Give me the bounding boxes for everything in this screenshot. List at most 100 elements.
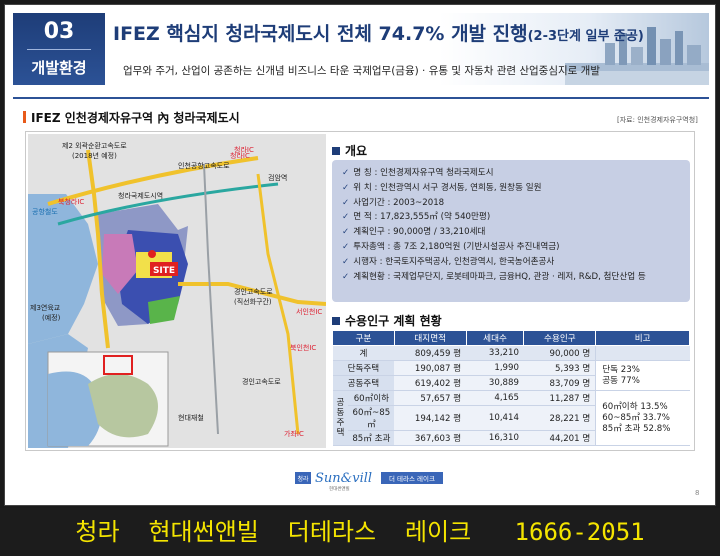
bottom-banner-text: 청라 현대썬앤빌 더테라스 레이크 1666-2051 (75, 518, 645, 546)
check-icon: ✓ (342, 168, 350, 178)
location-map: SITE 제2 외곽순환고속도로 (2018년 예정) 인천공항고속도로 청라I… (28, 134, 326, 448)
district-green (148, 296, 180, 324)
page-subtitle: 업무와 주거, 산업이 공존하는 신개념 비즈니스 타운 국제업무(금융) · … (123, 65, 600, 77)
plan-heading-marker (332, 317, 340, 325)
map-label-third-bridge: 제3연육교 (30, 304, 61, 312)
check-icon: ✓ (342, 256, 350, 267)
inset-map-water (48, 371, 102, 446)
remark-line: 단독 23% (602, 364, 640, 375)
inset-map-highlight (103, 355, 133, 375)
overview-item: ✓ 면 적 : 17,823,555㎡ (약 540만평) (342, 210, 680, 225)
header-divider (13, 97, 709, 99)
column-header: 구분 (332, 330, 395, 346)
table-row: 단독주택 190,087 평 1,990 5,393 명 단독 23% 공동 77… (332, 360, 690, 391)
remark-line: 60~85㎡ 33.7% (602, 412, 670, 423)
cell-remark-size: 60㎡이하 13.5% 60~85㎡ 33.7% 85㎡ 초과 52.8% (595, 390, 690, 446)
airport-railway (57, 182, 279, 226)
title-sub: (2-3단계 일부 준공) (527, 29, 644, 44)
column-header: 비고 (595, 330, 690, 346)
section-title-marker (23, 111, 26, 123)
remark-line: 85㎡ 초과 52.8% (602, 423, 671, 434)
local-road (203, 163, 219, 435)
map-label-geomam: 검암역 (268, 173, 287, 182)
map-label-third-bridge-plan: (예정) (42, 313, 61, 322)
overview-item-text: 위 치 : 인천광역시 서구 경서동, 연희동, 원창동 일원 (353, 182, 542, 193)
content-frame: SITE 제2 외곽순환고속도로 (2018년 예정) 인천공항고속도로 청라I… (25, 131, 695, 451)
logo-name-box (381, 472, 443, 484)
gyeongin-road (256, 173, 300, 435)
overview-item: ✓ 명 칭 : 인천경제자유구역 청라국제도시 (342, 166, 680, 181)
plan-heading-text: 수용인구 계획 현황 (345, 314, 442, 328)
map-label-hyundai-steel: 현대재철 (178, 413, 204, 422)
check-icon: ✓ (342, 212, 350, 223)
overview-item: ✓ 계획인구 : 90,000명 / 33,210세대 (342, 225, 680, 240)
cell-households: 10,414 (466, 405, 524, 431)
map-label-gyeongin-road: 경인고속도로 (242, 377, 281, 386)
overview-item: ✓ 시행자 : 한국토지주택공사, 인천광역시, 한국농어촌공사 (342, 255, 680, 270)
map-label-ring-road: 제2 외곽순환고속도로 (62, 141, 127, 150)
map-label-cheongna-ic-2: 청라IC (234, 145, 254, 154)
population-plan-table: 구분 대지면적 세대수 수용인구 비고 계 809,459 평 33,210 9… (332, 330, 690, 446)
section-badge-divider (27, 49, 91, 50)
cell-area: 367,603 평 (394, 430, 467, 446)
cell-households: 1,990 (466, 360, 524, 376)
map-label-gyeongin-exp-note: (직선화구간) (234, 297, 272, 306)
cell-population: 28,221 명 (523, 405, 596, 431)
inset-map-land (88, 374, 158, 438)
remark-line: 공동 77% (602, 375, 640, 386)
overview-item: ✓ 투자총액 : 총 7조 2,180억원 (기반시설공사 추진내역금) (342, 240, 680, 255)
overview-item-text: 계획현황 : 국제업무단지, 로봇테마파크, 금융HQ, 관광 · 레저, R&… (353, 271, 646, 282)
cell-households: 30,889 (466, 375, 524, 391)
column-header: 세대수 (465, 330, 525, 346)
check-icon: ✓ (342, 271, 350, 282)
bottom-banner-bg (0, 508, 720, 556)
section-title: IFEZ 인천경제자유구역 內 청라국제도시 (23, 109, 240, 126)
overview-item-text: 투자총액 : 총 7조 2,180억원 (기반시설공사 추진내역금) (353, 241, 560, 252)
overview-item-text: 사업기간 : 2003~2018 (353, 197, 445, 208)
logo-prefix: 청라 (297, 475, 309, 483)
cell-remark-type: 단독 23% 공동 77% (595, 360, 690, 391)
logo-brand-sub: 현대썬앤빌 (329, 485, 350, 492)
map-label-cheongna-ic: 청라IC (230, 151, 250, 160)
source-note: [자료: 인천경제자유구역청] (617, 116, 698, 124)
table-row: 85㎡ 초과 367,603 평 16,310 44,201 명 (333, 430, 690, 446)
table-row: 공동주택 619,402 평 30,889 83,709 명 (332, 375, 690, 391)
row-label: 60㎡~85㎡ (348, 405, 395, 431)
slide-header: 03 개발환경 IFEZ 핵심지 청라국제도시 전체 74.7% 개발 진행(2… (5, 5, 715, 93)
table-row: 60㎡~85㎡ 194,142 평 10,414 28,221 명 (333, 405, 690, 431)
overview-heading-text: 개요 (345, 144, 368, 158)
cell-population: 90,000 명 (523, 345, 596, 361)
map-label-gyeongin-exp: 경인고속도로 (234, 287, 273, 296)
section-badge: 03 개발환경 (13, 13, 105, 85)
cell-population: 11,287 명 (523, 390, 596, 406)
overview-heading-marker (332, 147, 340, 155)
section-number: 03 (43, 19, 75, 44)
column-header: 수용인구 (523, 330, 597, 346)
overview-heading: 개요 (332, 142, 367, 159)
overview-box: ✓ 명 칭 : 인천경제자유구역 청라국제도시 ✓ 위 치 : 인천광역시 서구 경… (332, 160, 690, 302)
site-label: SITE (153, 266, 175, 276)
airport-expressway (47, 156, 259, 206)
overview-item-text: 면 적 : 17,823,555㎡ (약 540만평) (353, 212, 491, 223)
site-marker (150, 262, 178, 276)
remark-line: 60㎡이하 13.5% (602, 401, 668, 412)
check-icon: ✓ (342, 227, 350, 238)
cell-area: 190,087 평 (394, 360, 467, 376)
slide: 03 개발환경 IFEZ 핵심지 청라국제도시 전체 74.7% 개발 진행(2… (4, 4, 716, 506)
logo-brand: Sun&vill (315, 471, 372, 486)
map-label-seoincheon-ic: 서인천IC (296, 307, 322, 316)
title-main: IFEZ 핵심지 청라국제도시 전체 74.7% 개발 진행 (113, 23, 528, 45)
table-header-row: 구분 대지면적 세대수 수용인구 비고 (332, 330, 690, 346)
check-icon: ✓ (342, 182, 350, 193)
cell-households: 4,165 (466, 390, 524, 406)
cell-area: 809,459 평 (394, 345, 467, 361)
row-label: 단독주택 (332, 360, 395, 376)
row-label: 85㎡ 초과 (348, 430, 395, 446)
overview-item-text: 계획인구 : 90,000명 / 33,210세대 (353, 227, 486, 238)
cell-area: 194,142 평 (394, 405, 467, 431)
ring-expressway (86, 149, 110, 349)
cell-households: 16,310 (466, 430, 524, 446)
